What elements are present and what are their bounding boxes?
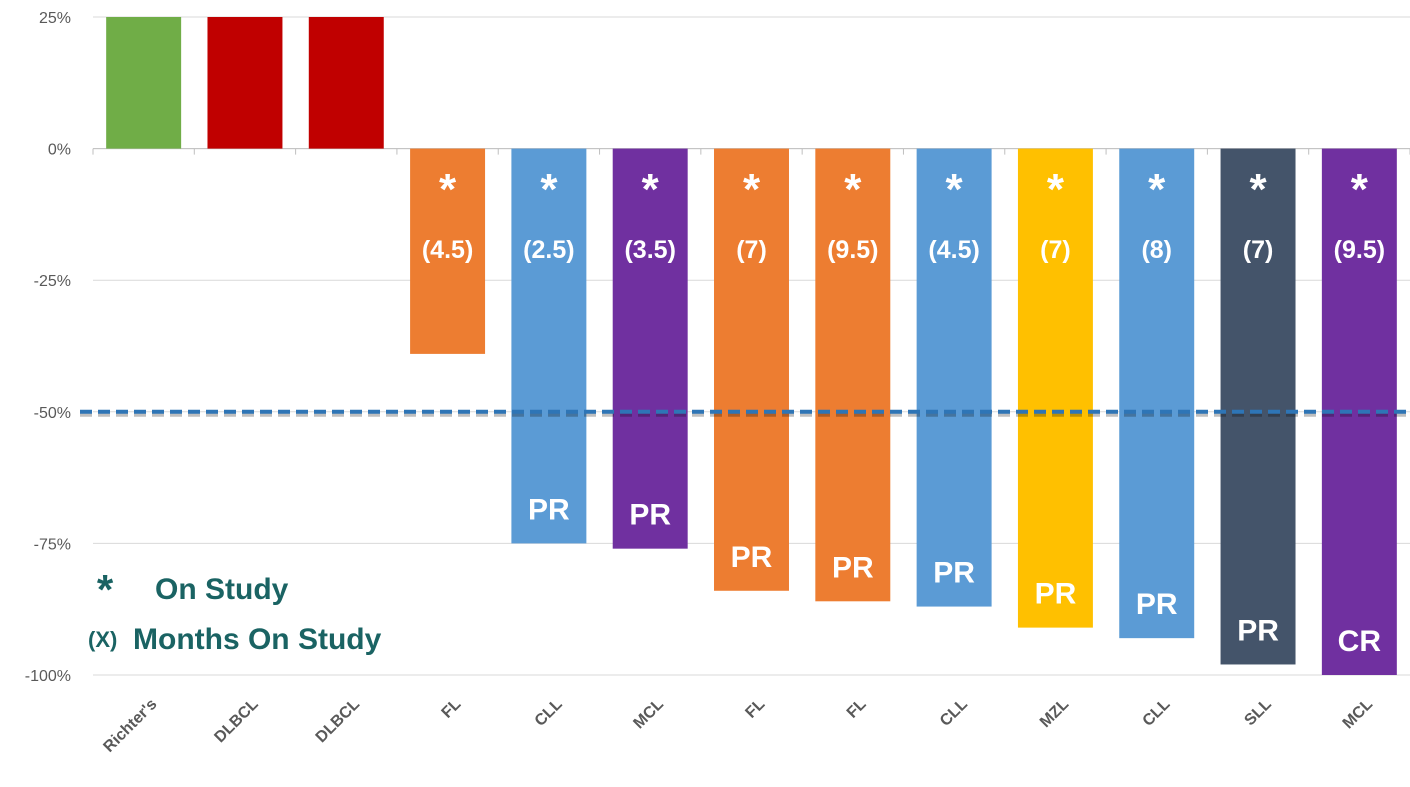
bar: [1119, 148, 1195, 639]
months-label: (7): [736, 236, 767, 264]
y-tick-label: -100%: [25, 668, 71, 685]
bar: [916, 148, 992, 607]
x-tick-label: MZL: [1037, 696, 1072, 731]
bar: [714, 148, 789, 591]
months-label: (9.5): [827, 236, 878, 264]
months-label: (9.5): [1334, 236, 1385, 264]
status-label: *: [946, 165, 964, 214]
status-label: *: [1351, 165, 1369, 214]
x-tick-label: CLL: [1140, 696, 1174, 730]
plot: 25% 0% -25% -50% -75% -100% Richter's DLBCL DLBC…: [25, 10, 1410, 756]
response-label: CR: [1338, 625, 1382, 658]
x-tick-label: CLL: [532, 696, 566, 730]
months-label: (8): [1141, 236, 1172, 264]
bar: [612, 148, 688, 549]
x-tick-label: DLBCL: [313, 696, 364, 747]
bar: [207, 17, 283, 149]
bar: [1017, 148, 1093, 628]
months-label: (4.5): [422, 236, 473, 264]
response-label: PR: [731, 541, 773, 574]
status-label: *: [1249, 165, 1267, 214]
y-tick-label: -25%: [34, 273, 71, 290]
x-tick-label: MCL: [1340, 696, 1377, 733]
bar: [308, 17, 384, 149]
x-tick-label: FL: [742, 696, 768, 722]
status-label: *: [642, 165, 660, 214]
x-tick-label: MCL: [630, 696, 667, 733]
x-tick-label: Richter's: [100, 696, 160, 756]
months-label: (2.5): [523, 236, 574, 264]
legend-star: *: [97, 566, 114, 613]
status-label: *: [540, 165, 558, 214]
x-tick-label: DLBCL: [211, 696, 262, 747]
x-tick-label: FL: [439, 696, 465, 722]
months-label: (4.5): [928, 236, 979, 264]
status-label: *: [844, 165, 862, 214]
response-label: PR: [629, 499, 671, 532]
response-label: PR: [528, 493, 570, 526]
status-label: *: [743, 165, 761, 214]
status-label: *: [1047, 165, 1065, 214]
bar: [815, 148, 891, 602]
response-label: PR: [1237, 614, 1279, 647]
y-tick-label: 25%: [39, 10, 71, 27]
months-label: (3.5): [624, 236, 675, 264]
y-tick-label: -50%: [34, 405, 71, 422]
response-label: PR: [832, 551, 874, 584]
status-label: *: [1148, 165, 1166, 214]
legend-months-text: Months On Study: [133, 623, 382, 656]
status-label: *: [439, 165, 457, 214]
bar: [1220, 148, 1296, 665]
response-label: PR: [933, 557, 975, 590]
bar: [511, 148, 587, 544]
response-label: PR: [1136, 588, 1178, 621]
x-tick-label: FL: [844, 696, 870, 722]
x-tick-label: CLL: [937, 696, 971, 730]
y-tick-label: -75%: [34, 536, 71, 553]
x-tick-label: SLL: [1241, 696, 1275, 730]
legend-months-symbol: (X): [88, 627, 117, 652]
legend-star-text: On Study: [155, 573, 289, 606]
months-label: (7): [1243, 236, 1274, 264]
bar: [410, 148, 486, 354]
response-label: PR: [1035, 578, 1077, 611]
y-tick-label: 0%: [48, 142, 71, 159]
bar: [106, 17, 182, 149]
months-label: (7): [1040, 236, 1071, 264]
